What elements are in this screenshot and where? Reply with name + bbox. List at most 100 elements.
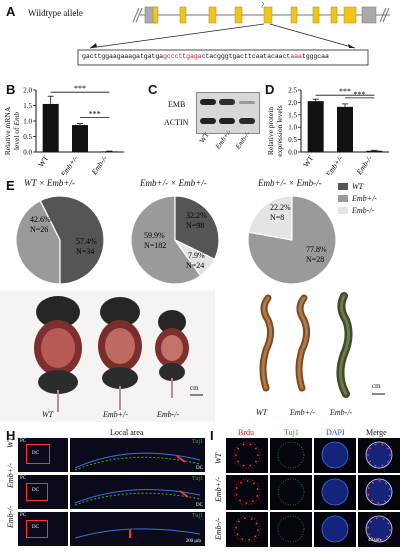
label-dc: DC xyxy=(32,525,39,530)
micro-ring xyxy=(277,515,305,543)
proliferation-image-grid xyxy=(226,438,400,547)
i-row-wt: WT xyxy=(214,452,223,464)
x-tick-label: WT xyxy=(36,154,50,169)
brdu-dot xyxy=(382,518,385,520)
y-tick-label: 0.5 xyxy=(288,136,297,144)
mouse-het xyxy=(98,297,142,410)
scale-label-g: cm xyxy=(372,382,381,390)
brdu-dot xyxy=(367,454,369,456)
brdu-dot xyxy=(235,493,238,496)
micro-ring xyxy=(321,441,349,469)
brdu-dot xyxy=(385,482,387,485)
pie-label: N=28 xyxy=(306,255,324,264)
brdu-dot xyxy=(256,488,259,491)
h-local-ko: Tuj1 200 μm xyxy=(70,512,205,546)
i-col-dapi: DAPI xyxy=(326,428,345,437)
panel-c: EMB ACTIN WT Emb+/- Emb-/- xyxy=(148,80,263,175)
tuj1-label: Tuj1 xyxy=(191,476,203,482)
intestine-photo xyxy=(220,290,405,422)
panel-h: Local area WT Emb+/- Emb-/- PC DC PC DC … xyxy=(0,428,208,550)
pie-label: N=8 xyxy=(270,213,284,222)
pie-label: 59.9% xyxy=(144,231,165,240)
protein-bar-chart: 0.0 0.5 1.0 1.5 2.0 2.5 WT Emb+/- Emb-/- *** *** xyxy=(288,87,389,175)
legend-item-wt: WT xyxy=(338,182,377,191)
pie-label: 32.2% xyxy=(186,211,207,220)
scale-label-i: 40 μm xyxy=(368,538,381,543)
brdu-dot xyxy=(372,481,374,484)
brdu-dot xyxy=(249,464,252,467)
mrna-bar-chart: 0.0 0.5 1.0 1.5 2.0 WT Emb+/- Emb-/- *** *** xyxy=(23,84,124,175)
cross-title-1: WT × Emb+/- xyxy=(24,178,75,188)
panel-f: cm WT Emb+/- Emb-/- xyxy=(0,290,215,422)
label-dc: DC xyxy=(32,451,39,456)
legend-label: WT xyxy=(352,182,364,191)
brdu-dot xyxy=(386,535,389,538)
micro-ring xyxy=(233,515,261,543)
brdu-dot xyxy=(387,460,389,463)
brdu-dot xyxy=(367,493,370,496)
h-local-wt: Tuj1 DC xyxy=(70,438,205,472)
genotype-pie-charts: 42.6%N=26 57.4%N=34 59.9%N=182 32.2%N=98 7.9… xyxy=(15,195,337,285)
blot-row-actin: ACTIN xyxy=(164,118,189,127)
brdu-dot xyxy=(241,538,244,540)
brdu-dot xyxy=(246,480,249,482)
micro-ring xyxy=(365,515,393,543)
micro-ring xyxy=(321,478,349,506)
brdu-dot xyxy=(235,526,237,529)
label-pc: PC xyxy=(20,513,27,518)
pie-slice xyxy=(130,195,202,285)
micro-ring xyxy=(277,478,305,506)
panel-d: Relative protein expression levels 0.0 0.5… xyxy=(265,80,405,175)
cross-title-3: Emb+/- × Emb-/- xyxy=(258,178,322,188)
legend-item-ko: Emb-/- xyxy=(338,206,377,215)
brdu-dot xyxy=(255,460,257,463)
panel-label-a: A xyxy=(6,4,16,19)
panel-a: Wildtype allele gacttggaagaaagatgatgagcc… xyxy=(0,0,405,80)
y-tick-label: 2.0 xyxy=(288,99,297,107)
brdu-dot xyxy=(369,460,372,463)
legend-label: Emb-/- xyxy=(352,206,375,215)
sig-label: *** xyxy=(89,109,101,118)
legend-swatch xyxy=(338,207,348,214)
allele-label: Wildtype allele xyxy=(28,8,83,18)
scale-label-h: 200 μm xyxy=(185,539,201,544)
pie-slice xyxy=(174,239,216,277)
x-tick-label: Emb+/- xyxy=(323,154,345,175)
brdu-dot xyxy=(388,488,391,491)
brdu-dot xyxy=(386,447,389,450)
h-row-het: Emb+/- xyxy=(6,463,15,488)
mouse-label-het: Emb+/- xyxy=(103,410,128,419)
sig-label: *** xyxy=(74,84,86,93)
mouse-wt xyxy=(34,296,82,412)
brdu-dot xyxy=(240,481,242,484)
i-col-brdu: Brdu xyxy=(238,428,254,437)
brdu-dot xyxy=(237,447,239,450)
gut-label-het: Emb+/- xyxy=(290,408,315,417)
micro-image xyxy=(226,438,268,473)
brdu-dot xyxy=(235,454,237,456)
mouse-label-wt: WT xyxy=(42,410,54,419)
brdu-dot xyxy=(371,499,373,502)
pie-label: 77.8% xyxy=(306,245,327,254)
brdu-dot xyxy=(374,443,377,446)
brdu-dot xyxy=(237,520,240,523)
micro-ring xyxy=(233,478,261,506)
brdu-dot xyxy=(256,495,259,497)
pie-label: 42.6% xyxy=(30,215,51,224)
brdu-dot xyxy=(384,500,386,503)
brdu-dot xyxy=(387,522,390,525)
tuj1-label: Tuj1 xyxy=(191,513,203,519)
brdu-dot xyxy=(377,502,380,504)
tuj1-label: Tuj1 xyxy=(191,439,203,445)
i-col-merge: Merge xyxy=(366,428,387,437)
panel-label-i: I xyxy=(210,428,214,443)
micro-ring xyxy=(321,515,349,543)
western-blot xyxy=(196,92,260,134)
label-dc: DC xyxy=(196,466,203,471)
brdu-dot xyxy=(374,464,377,467)
brdu-dot xyxy=(235,487,238,489)
i-row-ko: Emb-/- xyxy=(214,517,223,540)
x-tick-label: Emb+/- xyxy=(58,154,80,175)
brdu-dot xyxy=(367,487,370,489)
panel-b: Relative mRNA level of Emb 0.0 0.5 1.0 1.5 2.… xyxy=(0,80,145,175)
